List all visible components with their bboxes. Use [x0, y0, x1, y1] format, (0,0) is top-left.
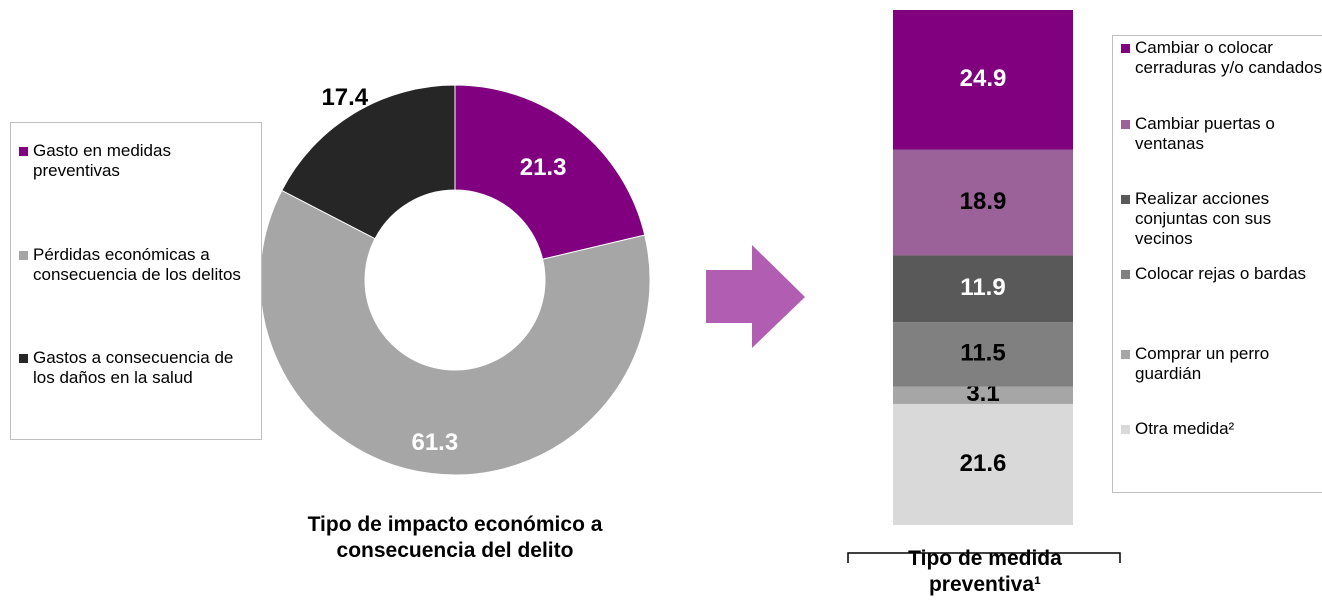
value-label: 17.4: [321, 84, 368, 111]
value-label: 61.3: [411, 429, 458, 456]
bar-segment: [893, 149, 1073, 256]
value-label: 21.6: [960, 450, 1007, 477]
legend-item: Colocar rejas o bardas: [1121, 264, 1322, 284]
bar-segment: [893, 10, 1073, 150]
legend-swatch: [19, 251, 28, 260]
legend-label: Cambiar o colocar cerraduras y/o candado…: [1135, 38, 1322, 77]
arrow: [706, 245, 805, 348]
donut-slice: [454, 84, 646, 260]
legend-swatch: [19, 147, 28, 156]
legend-item: Otra medida²: [1121, 419, 1322, 439]
legend-label: Cambiar puertas o ventanas: [1135, 114, 1275, 153]
donut-slice: [281, 84, 456, 240]
bracket: [847, 552, 1121, 563]
legend-item: Cambiar puertas o ventanas: [1121, 114, 1322, 154]
legend-label: Gasto en medidas preventivas: [33, 141, 171, 180]
legend-label: Otra medida²: [1135, 419, 1235, 438]
legend-swatch: [19, 354, 28, 363]
value-label: 11.5: [960, 340, 1005, 367]
legend-swatch: [1121, 270, 1130, 279]
legend: Gasto en medidas preventivas Pérdidas eco…: [10, 122, 262, 440]
legend-label: Colocar rejas o bardas: [1135, 264, 1307, 283]
legend-label: Gastos a consecuencia de los daños en la…: [33, 348, 234, 387]
bar-segment: [893, 255, 1073, 323]
chart-title: Tipo de impacto económico a consecuencia…: [307, 513, 603, 562]
value-label: 11.9: [960, 274, 1005, 301]
legend-item: Realizar acciones conjuntas con sus veci…: [1121, 189, 1322, 249]
legend-swatch: [1121, 120, 1130, 129]
legend-label: Realizar acciones conjuntas con sus veci…: [1135, 189, 1272, 248]
legend-item: Comprar un perro guardián: [1121, 344, 1322, 384]
legend-item: Cambiar o colocar cerraduras y/o candado…: [1121, 38, 1322, 78]
bar-segment: [893, 403, 1073, 525]
legend-swatch: [1121, 195, 1130, 204]
legend-swatch: [1121, 425, 1130, 434]
bar-segment: [893, 386, 1073, 404]
chart-title: Tipo de medida preventiva¹: [908, 547, 1062, 596]
legend-swatch: [1121, 44, 1130, 53]
legend-item: Gastos a consecuencia de los daños en la…: [19, 348, 258, 388]
legend-swatch: [1121, 350, 1130, 359]
value-label: 18.9: [960, 188, 1007, 215]
legend-label: Pérdidas económicas a consecuencia de lo…: [33, 245, 241, 284]
legend-item: Gasto en medidas preventivas: [19, 141, 258, 181]
legend-label: Comprar un perro guardián: [1135, 344, 1270, 383]
value-label: 24.9: [960, 65, 1007, 92]
legend: Cambiar o colocar cerraduras y/o candado…: [1112, 35, 1322, 493]
bar-segment: [893, 322, 1073, 387]
value-label: 21.3: [520, 154, 567, 181]
legend-item: Pérdidas económicas a consecuencia de lo…: [19, 245, 258, 285]
